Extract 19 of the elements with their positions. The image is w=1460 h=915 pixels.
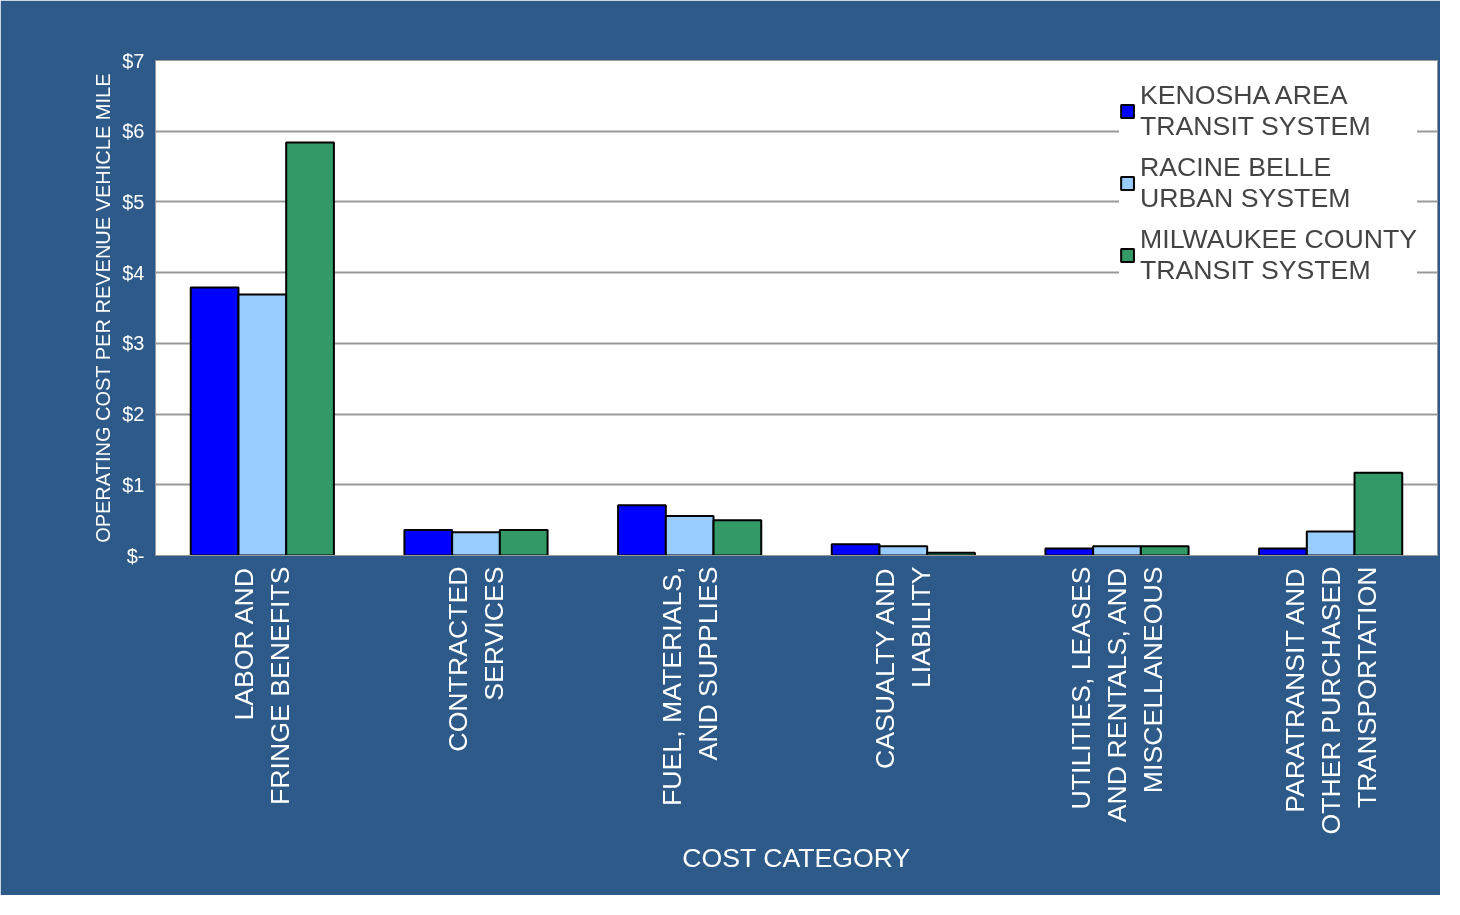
- y-tick-label: $7: [122, 49, 145, 72]
- x-tick-label: PARATRANSIT AND OTHER PURCHASED TRANSPORTATION: [1279, 566, 1382, 835]
- x-tick-label: FUEL, MATERIALS, AND SUPPLIES: [656, 566, 723, 806]
- y-axis-title: OPERATING COST PER REVENUE VEHICLE MILE: [92, 73, 115, 543]
- legend-label: RACINE BELLE URBAN SYSTEM: [1140, 152, 1351, 214]
- x-tick-label: CONTRACTED SERVICES: [443, 566, 509, 752]
- x-tick-label: CASUALTY AND LIABILITY: [870, 566, 937, 769]
- legend-label: MILWAUKEE COUNTY TRANSIT SYSTEM: [1140, 224, 1417, 286]
- y-tick-label: $2: [122, 403, 145, 426]
- x-tick-label: LABOR AND FRINGE BENEFITS: [229, 566, 296, 805]
- y-tick-label: $6: [122, 120, 145, 143]
- y-tick-label: $3: [122, 332, 145, 355]
- legend-label: KENOSHA AREA TRANSIT SYSTEM: [1140, 80, 1371, 142]
- y-tick-label: $5: [122, 190, 145, 213]
- y-tick-label: $4: [122, 261, 145, 284]
- y-tick-label: $1: [122, 473, 145, 496]
- x-tick-label: UTILITIES, LEASES AND RENTALS, AND MISCELLANEOUS: [1066, 566, 1168, 823]
- y-tick-label: $-: [126, 544, 145, 567]
- x-axis-title: COST CATEGORY: [682, 842, 911, 873]
